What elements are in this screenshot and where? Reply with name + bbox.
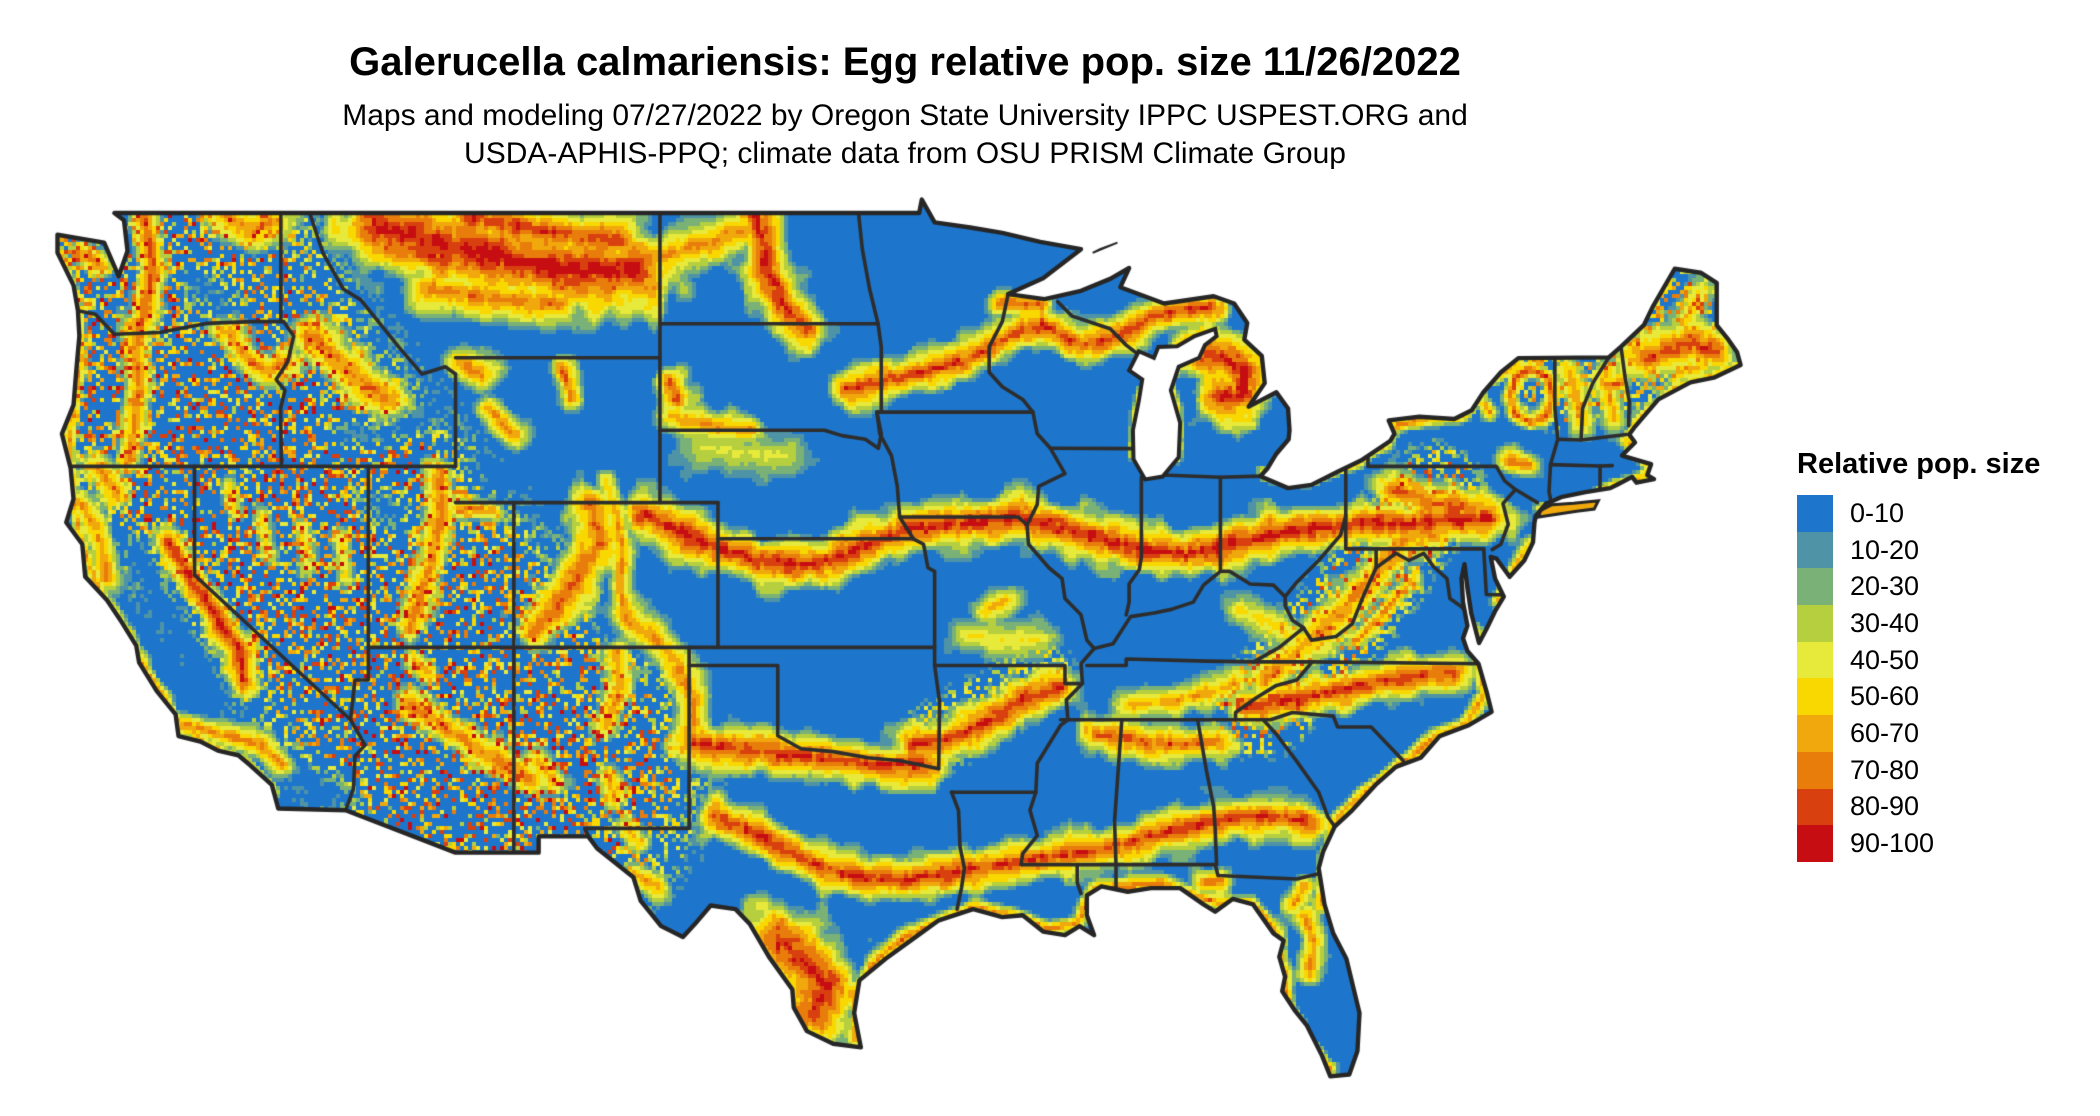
map-subtitle-line2: USDA-APHIS-PPQ; climate data from OSU PR… [464, 137, 1346, 170]
legend-title: Relative pop. size [1797, 448, 2041, 480]
map-subtitle: Maps and modeling 07/27/2022 by Oregon S… [342, 97, 1468, 173]
legend-label: 80-90 [1850, 791, 1920, 822]
legend-label: 10-20 [1850, 534, 1920, 565]
legend-label: 60-70 [1850, 717, 1920, 748]
legend-swatch [1797, 825, 1833, 862]
legend-swatch [1797, 641, 1833, 679]
legend-row: 40-50 [1797, 641, 2040, 679]
legend-swatch [1797, 605, 1833, 642]
legend-row: 70-80 [1797, 751, 2040, 789]
legend-swatch [1797, 678, 1833, 716]
legend-row: 30-40 [1797, 605, 2040, 642]
legend-swatch [1797, 495, 1833, 532]
legend-label: 20-30 [1850, 571, 1920, 602]
map-subtitle-line1: Maps and modeling 07/27/2022 by Oregon S… [342, 99, 1468, 132]
legend-label: 30-40 [1850, 607, 1920, 638]
legend-row: 50-60 [1797, 678, 2040, 716]
legend-swatch [1797, 715, 1833, 752]
legend-row: 90-100 [1797, 825, 2040, 862]
legend-label: 50-60 [1850, 681, 1920, 712]
legend-label: 40-50 [1850, 644, 1920, 675]
legend-row: 0-10 [1797, 495, 2040, 532]
us-map-canvas [40, 190, 1750, 1102]
legend-entries: 0-10 10-20 20-30 30-40 40-50 50-60 60-70 70-80 8… [1797, 495, 2040, 862]
legend-swatch [1797, 531, 1833, 569]
legend: Relative pop. size 0-10 10-20 20-30 30-40 40… [1797, 448, 2040, 862]
legend-row: 20-30 [1797, 568, 2040, 606]
legend-row: 60-70 [1797, 715, 2040, 752]
legend-label: 70-80 [1850, 754, 1920, 785]
legend-row: 80-90 [1797, 788, 2040, 826]
legend-row: 10-20 [1797, 531, 2040, 569]
map-title: Galerucella calmariensis: Egg relative p… [349, 40, 1461, 84]
legend-swatch [1797, 568, 1833, 606]
legend-label: 90-100 [1850, 828, 1935, 859]
legend-swatch [1797, 751, 1833, 789]
legend-label: 0-10 [1850, 497, 1905, 528]
legend-swatch [1797, 788, 1833, 826]
